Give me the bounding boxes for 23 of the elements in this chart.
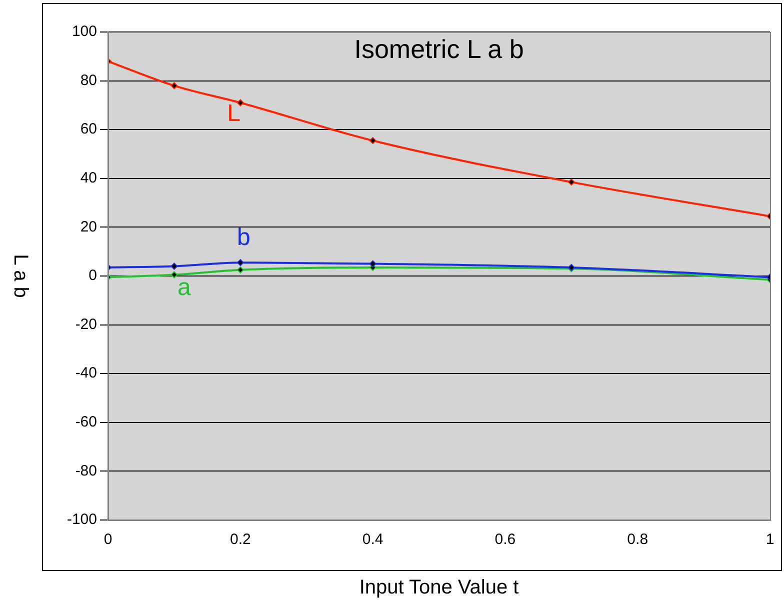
- y-tick-label: 20: [80, 218, 97, 236]
- y-tick-label: 0: [88, 267, 97, 284]
- y-tick-label: -20: [75, 316, 97, 333]
- series-label: b: [237, 224, 250, 252]
- y-tick-label: -60: [75, 414, 97, 431]
- x-axis-title: Input Tone Value t: [359, 576, 520, 599]
- y-tick-label: 40: [80, 170, 97, 187]
- y-tick-label: 60: [80, 120, 97, 138]
- y-axis-title: L a b: [9, 254, 32, 298]
- series-label: L: [227, 100, 240, 127]
- y-tick-label: 80: [80, 72, 97, 89]
- x-tick-label: 0.4: [362, 531, 384, 548]
- y-tick-label: -40: [75, 364, 97, 382]
- x-tick-label: 0.6: [494, 531, 516, 548]
- x-tick-label: 1: [766, 531, 774, 548]
- chart-title: Isometric L a b: [354, 34, 524, 64]
- y-tick-label: -80: [75, 462, 97, 480]
- x-tick-label: 0.8: [627, 531, 648, 548]
- x-tick-label: 0: [104, 531, 112, 548]
- y-tick-label: 100: [72, 23, 97, 40]
- x-tick-label: 0.2: [230, 531, 251, 548]
- series-label: a: [177, 274, 192, 301]
- y-tick-label: -100: [66, 511, 97, 528]
